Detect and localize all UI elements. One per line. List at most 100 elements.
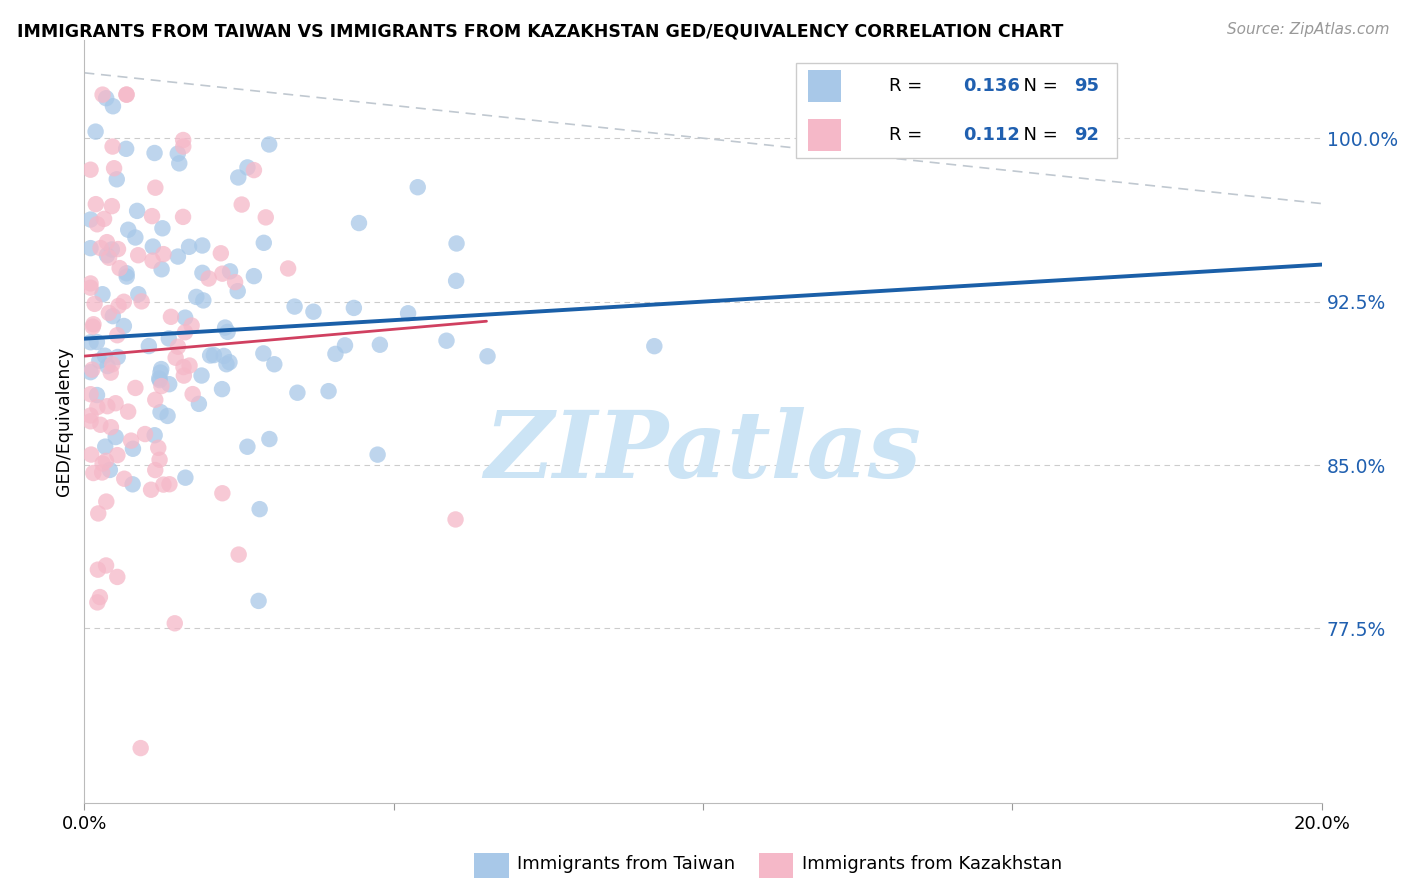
Point (150, 379, 173, 393)
Point (174, 310, 197, 325)
Point (152, 477, 174, 491)
Point (187, 397, 209, 411)
Point (112, 294, 135, 309)
FancyBboxPatch shape (759, 853, 793, 878)
Point (105, 570, 128, 584)
Point (86, 217, 108, 231)
Point (177, 240, 200, 254)
Y-axis label: GED/Equivalency: GED/Equivalency (55, 347, 73, 496)
Point (172, 133, 194, 147)
Point (115, 269, 138, 284)
Point (98, 251, 121, 265)
Point (82, 362, 104, 376)
Point (101, 309, 124, 323)
Point (148, 371, 170, 385)
Point (79, 387, 101, 401)
Point (83, 297, 105, 311)
Point (368, 337, 391, 351)
Text: N =: N = (1012, 77, 1064, 95)
Point (96, 494, 118, 508)
Point (89, 353, 111, 368)
Point (91, 287, 114, 301)
Point (80, 448, 103, 462)
Point (79, 414, 101, 428)
Point (91, 87, 114, 102)
Text: R =: R = (889, 127, 928, 145)
Point (174, 471, 197, 485)
Point (252, 346, 274, 360)
Point (149, 366, 172, 380)
Point (101, 357, 124, 371)
Point (254, 211, 277, 225)
Point (94, 558, 117, 573)
Point (115, 87, 138, 102)
Point (214, 320, 236, 334)
Point (141, 209, 163, 223)
Point (94, 454, 117, 468)
Point (236, 161, 259, 175)
Point (150, 362, 173, 376)
Point (228, 548, 250, 562)
Point (231, 197, 253, 211)
Point (86, 388, 108, 402)
Point (284, 300, 307, 314)
Point (197, 271, 219, 285)
Point (90, 241, 112, 255)
Point (211, 267, 233, 281)
Point (131, 294, 153, 309)
Point (193, 293, 215, 308)
Point (166, 146, 188, 161)
Point (217, 325, 239, 339)
Point (226, 170, 249, 185)
Point (107, 350, 129, 364)
Point (79, 277, 101, 291)
Point (191, 238, 214, 252)
Text: Immigrants from Taiwan: Immigrants from Taiwan (517, 855, 735, 872)
Point (101, 199, 124, 213)
Point (108, 261, 131, 276)
Point (82, 318, 104, 332)
Point (167, 340, 190, 354)
Point (86, 400, 108, 414)
Point (142, 239, 165, 253)
Point (259, 432, 281, 446)
Point (143, 392, 166, 407)
Point (100, 420, 122, 434)
Point (96, 359, 118, 373)
Point (406, 180, 429, 194)
Point (93, 211, 115, 226)
Point (333, 338, 356, 352)
Text: 0.112: 0.112 (963, 127, 1019, 145)
Point (96, 248, 118, 262)
Point (86, 334, 108, 349)
Text: 92: 92 (1074, 127, 1099, 145)
Point (243, 163, 266, 178)
Point (172, 360, 194, 375)
Point (107, 299, 129, 313)
Point (643, 339, 665, 353)
Point (148, 452, 170, 467)
Point (107, 242, 129, 256)
Point (79, 162, 101, 177)
Point (211, 486, 233, 500)
Point (138, 339, 160, 353)
Point (101, 139, 124, 153)
Point (91, 466, 114, 480)
Point (79, 241, 101, 255)
Point (444, 274, 467, 288)
Point (94, 440, 117, 454)
Point (446, 236, 468, 251)
Point (263, 357, 285, 371)
Point (343, 301, 366, 315)
Point (124, 381, 146, 395)
Point (318, 384, 340, 399)
Point (163, 616, 186, 631)
Point (174, 325, 197, 339)
Text: N =: N = (1012, 127, 1064, 145)
Point (148, 441, 170, 455)
Point (179, 359, 201, 373)
Point (115, 142, 138, 156)
Text: R =: R = (889, 77, 928, 95)
Point (79, 335, 101, 350)
Point (287, 385, 309, 400)
